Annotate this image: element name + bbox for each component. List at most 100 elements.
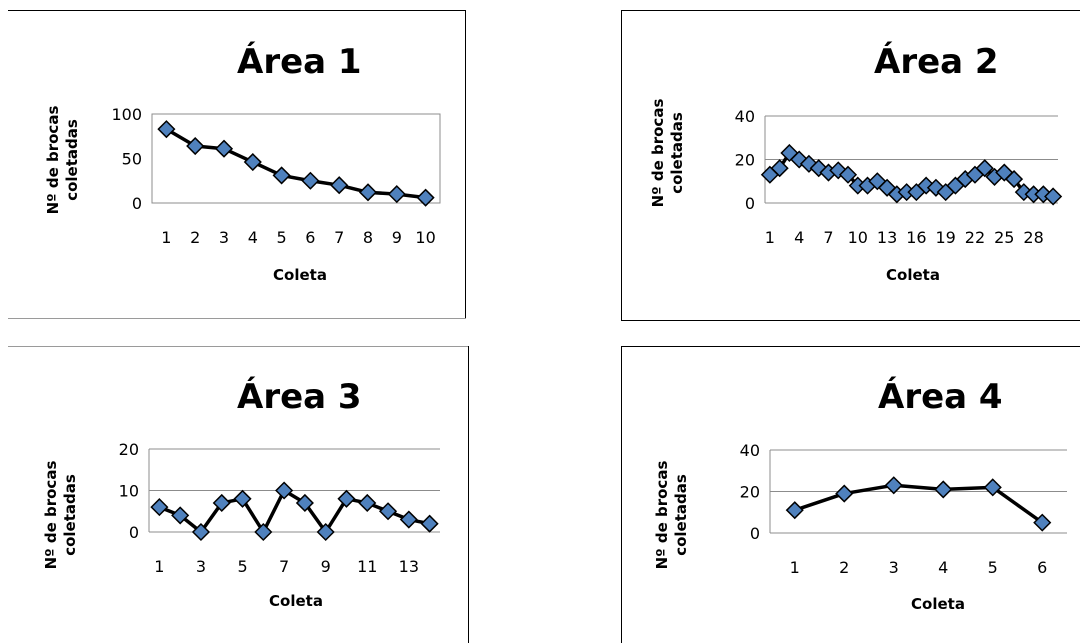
data-point-marker: [983, 478, 1002, 497]
y-tick-label: 40: [735, 107, 755, 126]
y-tick-label: 0: [745, 194, 755, 213]
plot-area-border: [151, 113, 441, 204]
data-point-marker: [157, 120, 176, 139]
x-tick-label: 7: [823, 228, 833, 247]
data-point-marker: [378, 502, 398, 521]
panel-4-frame-top: [621, 346, 1080, 347]
x-tick-label: 4: [794, 228, 804, 247]
chart-title: Área 3: [237, 376, 362, 417]
x-tick-label: 7: [334, 228, 344, 247]
x-tick-label: 9: [321, 557, 331, 576]
x-axis-label: Coleta: [886, 266, 940, 284]
data-point-marker: [416, 188, 435, 207]
y-axis-label-line: Nº de brocas: [653, 461, 671, 570]
x-tick-label: 22: [965, 228, 985, 247]
y-axis-label-line: Nº de brocas: [649, 99, 667, 208]
data-point-marker: [272, 166, 291, 185]
chart-area-1: 0 50 100 1 2 3 4 5 6 7 8 9 10 Área 1 Nº de brocascolet…: [44, 41, 441, 284]
x-tick-label: 1: [154, 557, 164, 576]
x-tick-label: 25: [994, 228, 1014, 247]
data-point-marker: [838, 165, 858, 184]
panel-3-frame-right: [468, 346, 469, 643]
x-tick-label: 5: [237, 557, 247, 576]
data-point-marker: [975, 159, 994, 178]
data-point-marker: [934, 480, 953, 499]
x-tick-label: 5: [988, 558, 998, 577]
y-axis-label: Nº de brocascoletadas: [653, 461, 690, 570]
y-axis-label-line: Nº de brocas: [42, 461, 60, 570]
panel-1-frame-right: [465, 10, 466, 318]
data-point-marker: [330, 176, 349, 195]
panel-2-frame-bottom: [621, 320, 1080, 321]
data-point-marker: [316, 522, 335, 542]
y-tick-label: 10: [119, 482, 139, 501]
y-axis-label: Nº de brocascoletadas: [42, 461, 79, 570]
y-tick-label: 20: [119, 440, 139, 459]
x-tick-label: 8: [363, 228, 373, 247]
x-tick-label: 6: [305, 228, 315, 247]
y-tick-label: 50: [122, 150, 142, 169]
data-point-marker: [186, 136, 205, 156]
x-tick-label: 7: [279, 557, 289, 576]
x-tick-label: 3: [219, 228, 229, 247]
data-point-marker: [835, 484, 854, 503]
y-tick-label: 40: [740, 441, 760, 460]
data-point-marker: [191, 522, 211, 542]
series-line: [165, 127, 426, 200]
y-tick-label: 20: [735, 151, 755, 170]
x-tick-label: 1: [161, 228, 171, 247]
y-tick-label: 0: [132, 194, 142, 213]
panel-3-frame-top: [8, 346, 468, 347]
y-axis-label-line: Nº de brocas: [44, 106, 62, 215]
data-point-marker: [337, 489, 356, 508]
chart-area-4: 0 20 40 1 2 3 4 5 6 Área 4 Nº de brocascoletadas Co…: [653, 376, 1067, 613]
x-tick-label: 13: [399, 557, 419, 576]
x-tick-label: 4: [248, 228, 258, 247]
x-tick-label: 16: [906, 228, 926, 247]
x-tick-label: 2: [190, 228, 200, 247]
data-point-marker: [150, 498, 169, 517]
chart-title: Área 4: [878, 376, 1003, 417]
data-point-marker: [770, 159, 789, 178]
panel-1-frame-bottom: [8, 318, 466, 319]
data-point-marker: [358, 183, 378, 202]
chart-area-2: 0 20 40 1 4 7 10 13 16 19 22 25 28 Área 2 Nº de brocas…: [649, 41, 1063, 284]
x-axis-label: Coleta: [911, 595, 965, 613]
panel-2-frame-left: [621, 10, 622, 321]
x-tick-label: 1: [765, 228, 775, 247]
y-tick-label: 20: [740, 483, 760, 502]
x-tick-label: 10: [848, 228, 868, 247]
y-tick-label: 100: [111, 105, 142, 124]
data-point-marker: [254, 522, 273, 542]
x-tick-label: 5: [277, 228, 287, 247]
x-tick-label: 9: [392, 228, 402, 247]
panel-4-frame-left: [621, 346, 622, 643]
data-point-marker: [785, 501, 804, 520]
data-point-marker: [420, 514, 439, 533]
x-tick-label: 4: [938, 558, 948, 577]
data-point-marker: [212, 493, 231, 513]
data-point-marker: [1044, 187, 1063, 206]
x-axis-label: Coleta: [273, 266, 327, 284]
data-point-marker: [233, 489, 252, 508]
x-tick-label: 11: [357, 557, 377, 576]
y-axis-label: Nº de brocascoletadas: [649, 99, 686, 208]
x-tick-label: 10: [415, 228, 435, 247]
x-tick-label: 13: [877, 228, 897, 247]
panel-1-frame-top: [8, 10, 465, 11]
x-tick-label: 28: [1023, 228, 1043, 247]
data-point-marker: [399, 510, 418, 529]
x-tick-label: 6: [1037, 558, 1047, 577]
chart-title: Área 2: [874, 41, 999, 82]
x-tick-label: 19: [936, 228, 956, 247]
x-tick-label: 1: [790, 558, 800, 577]
y-axis-label-line: coletadas: [61, 474, 79, 556]
data-point-marker: [171, 506, 190, 525]
x-tick-label: 2: [839, 558, 849, 577]
data-point-marker: [301, 171, 320, 190]
x-axis-label: Coleta: [269, 592, 323, 610]
data-point-marker: [387, 185, 406, 204]
y-axis-label-line: coletadas: [63, 119, 81, 201]
